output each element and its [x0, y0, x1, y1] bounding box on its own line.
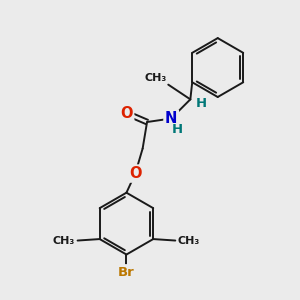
Text: CH₃: CH₃ — [53, 236, 75, 245]
Text: O: O — [120, 106, 133, 121]
Text: H: H — [196, 97, 207, 110]
Text: CH₃: CH₃ — [145, 73, 167, 83]
Text: H: H — [172, 123, 183, 136]
Text: CH₃: CH₃ — [178, 236, 200, 245]
Text: N: N — [165, 111, 177, 126]
Text: Br: Br — [118, 266, 135, 279]
Text: O: O — [129, 166, 142, 181]
